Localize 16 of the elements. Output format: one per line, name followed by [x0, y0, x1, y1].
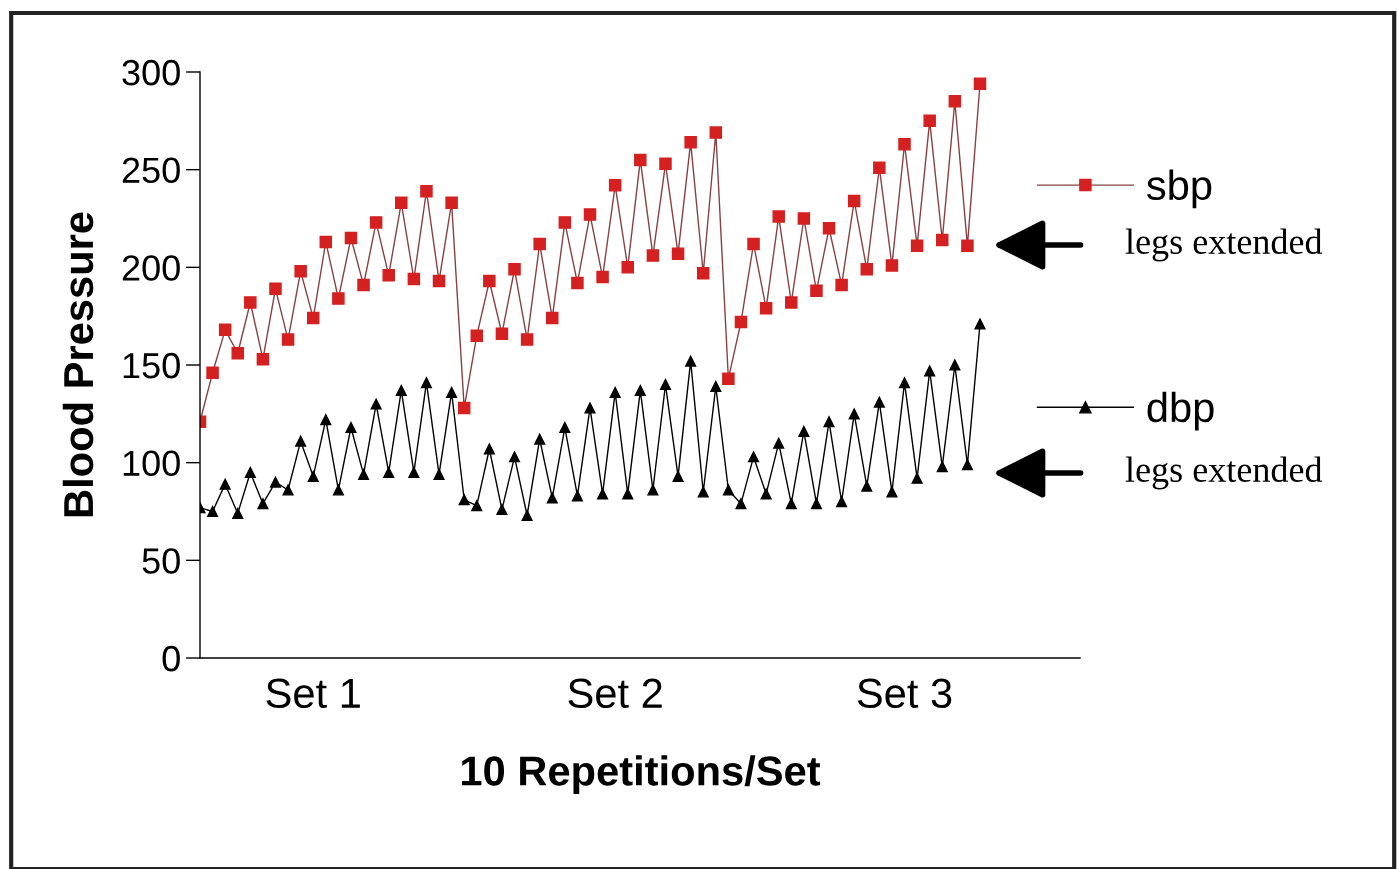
y-tick-label: 0 — [162, 645, 180, 672]
y-tick-label: 200 — [122, 255, 180, 281]
y-tick-label: 100 — [123, 450, 180, 477]
x-tick-label: Set 3 — [857, 678, 952, 709]
y-tick-label: 50 — [142, 548, 180, 574]
legend-label: dbp — [1147, 391, 1214, 431]
y-tick-label: 150 — [123, 352, 180, 379]
x-axis-title: 10 Repetitions/Set — [462, 755, 821, 795]
y-tick-label: 250 — [122, 157, 180, 184]
text: legs extended — [1125, 228, 1323, 262]
y-tick-label: 300 — [122, 59, 180, 86]
text: legs extended — [1125, 456, 1323, 490]
y-axis-title: Blood Pressure — [62, 212, 94, 517]
legend-label: sbp — [1146, 169, 1212, 209]
x-tick-label: Set 2 — [568, 678, 662, 709]
x-tick-label: Set 1 — [266, 678, 360, 709]
